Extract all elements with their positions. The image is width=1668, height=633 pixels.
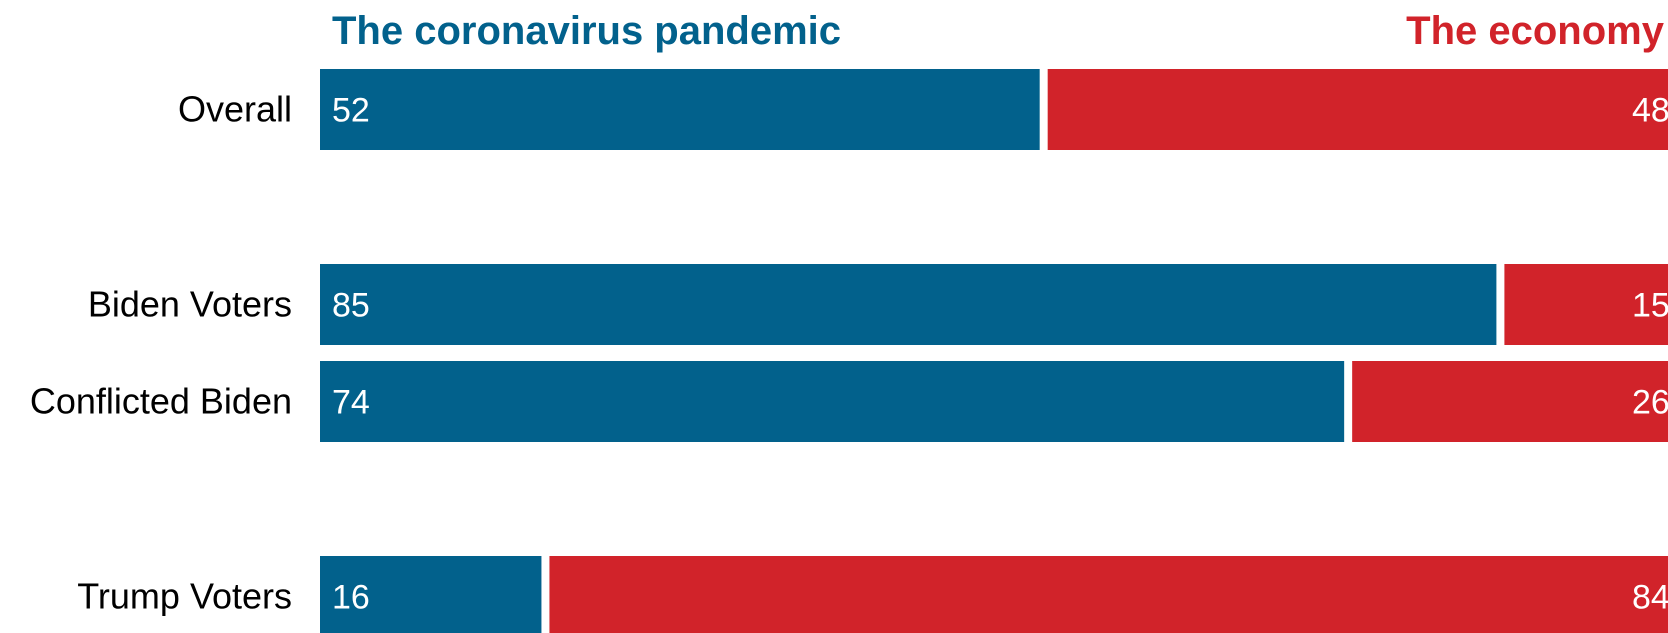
category-label-biden-voters: Biden Voters xyxy=(88,284,292,325)
bars-group: Overall 52 48 Biden Voters 85 15 Conflicted Bi… xyxy=(30,69,1668,633)
bar-economy-conflicted-biden xyxy=(1352,361,1668,442)
value-label-pandemic-conflicted-biden: 74 xyxy=(332,384,370,422)
value-label-economy-overall: 48 xyxy=(1632,92,1668,130)
bar-pandemic-biden-voters xyxy=(320,264,1497,345)
legend-economy: The economy xyxy=(1406,9,1665,53)
bar-economy-overall xyxy=(1047,69,1668,150)
value-label-economy-biden-voters: 15 xyxy=(1632,287,1668,325)
bar-economy-biden-voters xyxy=(1504,264,1668,345)
value-label-pandemic-biden-voters: 85 xyxy=(332,287,370,325)
bar-economy-trump-voters xyxy=(549,556,1668,633)
bar-pandemic-conflicted-biden xyxy=(320,361,1345,442)
value-label-pandemic-overall: 52 xyxy=(332,92,370,130)
bar-pandemic-trump-voters xyxy=(320,556,542,633)
value-label-economy-trump-voters: 84 xyxy=(1632,579,1668,617)
category-label-conflicted-biden: Conflicted Biden xyxy=(30,381,292,422)
bar-pandemic-overall xyxy=(320,69,1040,150)
category-label-overall: Overall xyxy=(178,89,292,130)
value-label-pandemic-trump-voters: 16 xyxy=(332,579,370,617)
category-label-trump-voters: Trump Voters xyxy=(77,576,292,617)
value-label-economy-conflicted-biden: 26 xyxy=(1632,384,1668,422)
legend-pandemic: The coronavirus pandemic xyxy=(332,9,841,53)
